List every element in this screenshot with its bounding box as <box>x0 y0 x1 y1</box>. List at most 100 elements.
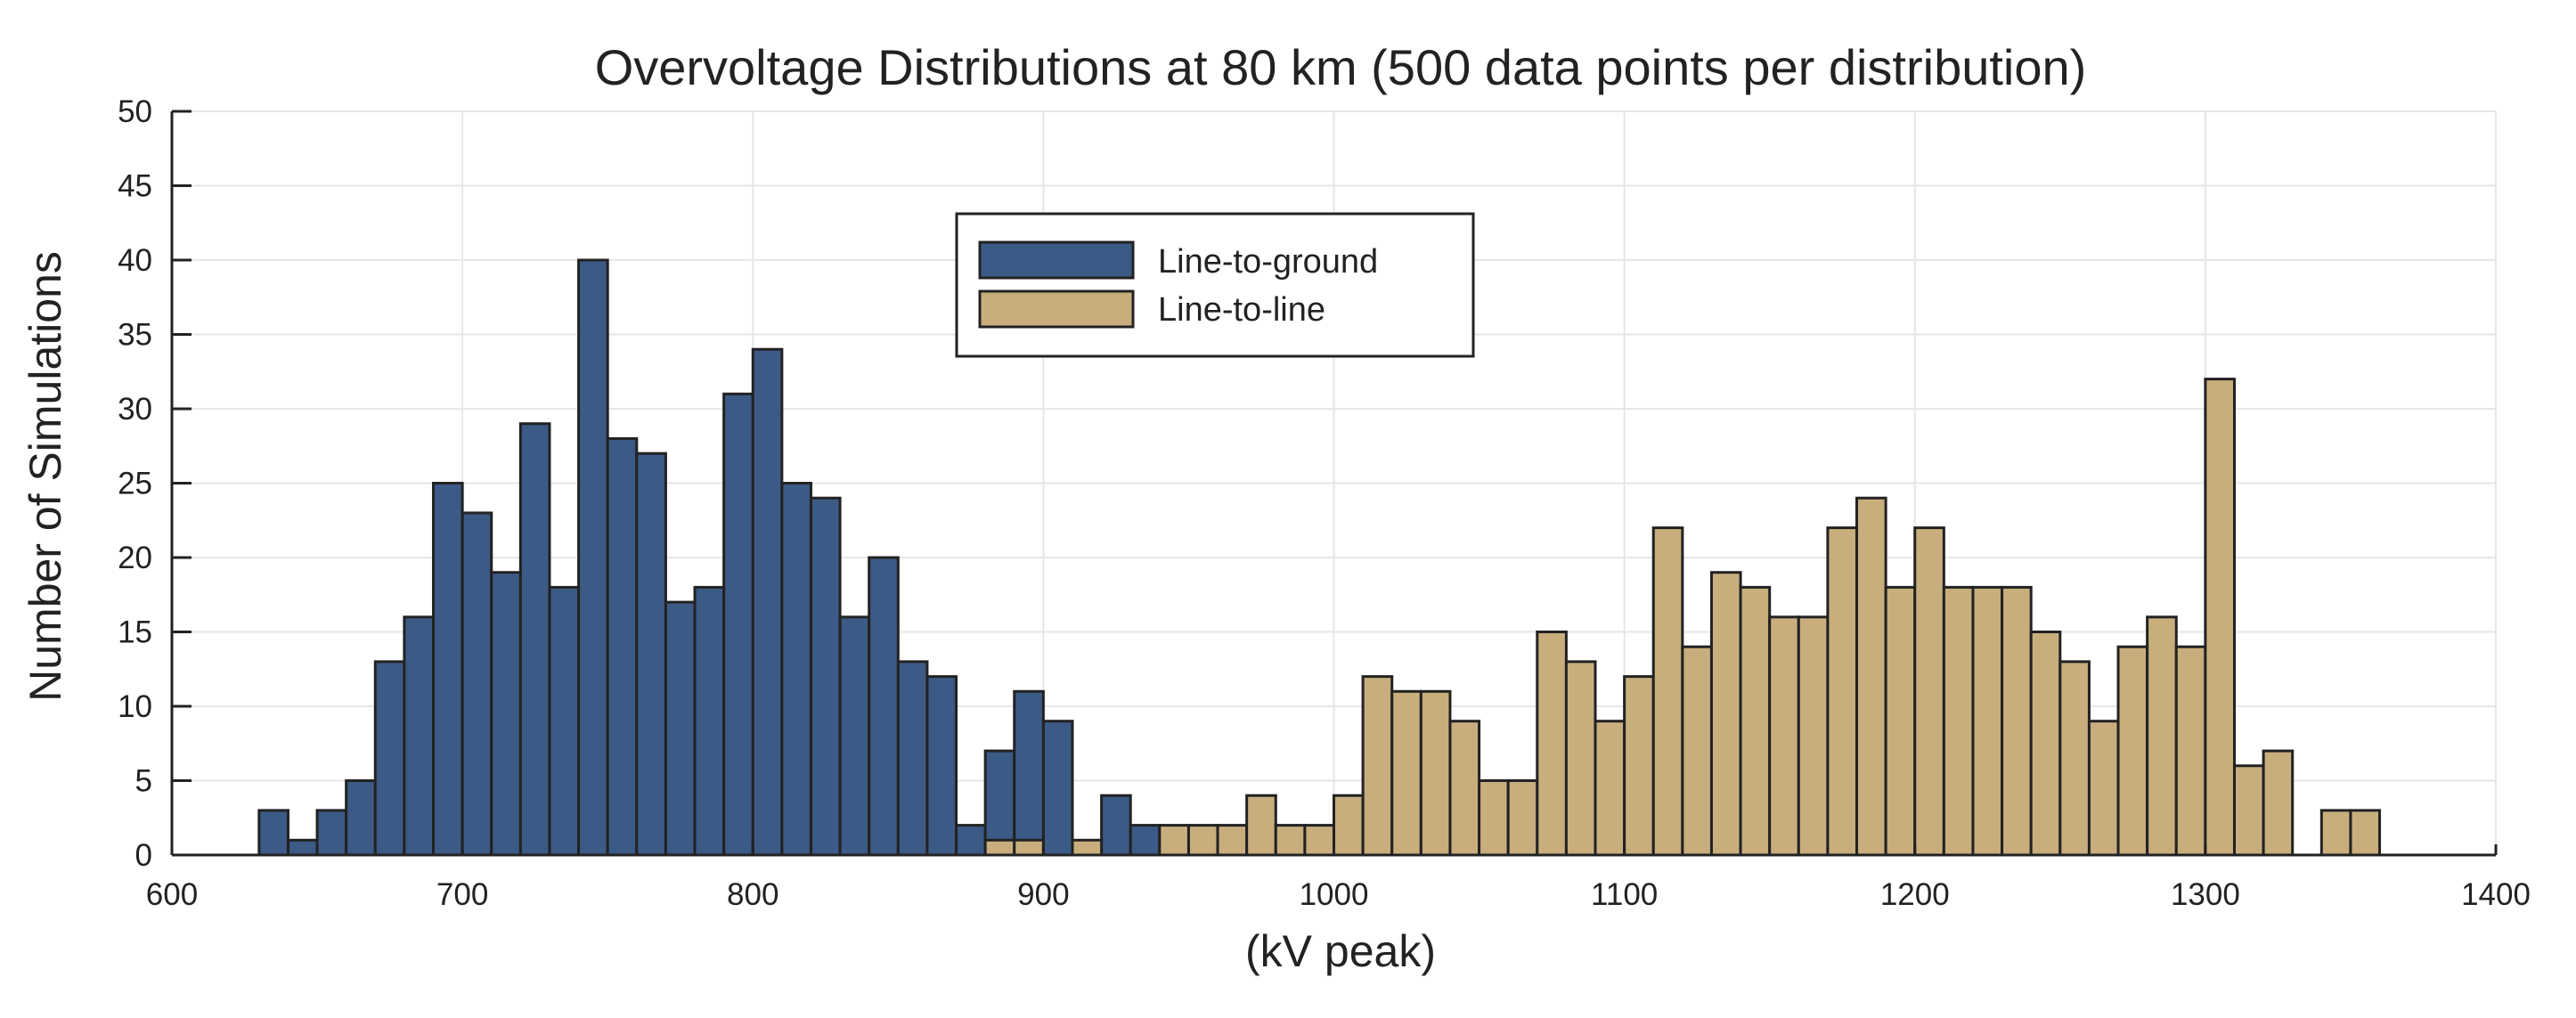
bar-line-to-line-1140 <box>1739 585 1772 857</box>
bar-line-to-line-890 <box>1013 838 1045 857</box>
bar-line-to-line-1150 <box>1768 615 1800 857</box>
bar-line-to-line-990 <box>1303 824 1335 857</box>
y-tick-label-25: 25 <box>118 467 152 501</box>
bar-line-to-line-1250 <box>2058 660 2091 857</box>
bar-line-to-line-1230 <box>2001 585 2033 857</box>
axes: 0 5 10 15 20 25 30 35 40 45 50 600 700 800 900 1000 1100… <box>118 94 2531 912</box>
bar-line-to-line-910 <box>1071 838 1104 857</box>
bar-line-to-line-1270 <box>2116 645 2149 857</box>
legend-swatch-line-to-ground <box>978 240 1135 280</box>
bar-line-to-ground-900 <box>1041 720 1074 857</box>
bar-line-to-line-1340 <box>2319 809 2352 857</box>
bar-line-to-ground-750 <box>606 436 639 857</box>
bar-line-to-line-1350 <box>2349 809 2382 857</box>
legend-box <box>955 212 1475 358</box>
y-tick-label-50: 50 <box>118 94 152 129</box>
bar-line-to-ground-810 <box>780 482 812 857</box>
bar-line-to-ground-780 <box>693 585 726 857</box>
bar-line-to-ground-850 <box>896 660 929 857</box>
bar-line-to-line-950 <box>1186 824 1219 857</box>
bar-line-to-line-980 <box>1274 824 1307 857</box>
y-tick-label-15: 15 <box>118 615 152 650</box>
bar-line-to-line-1020 <box>1390 689 1423 857</box>
bar-line-to-line-1210 <box>1942 585 1975 857</box>
bar-line-to-line-970 <box>1245 794 1277 857</box>
bar-line-to-ground-680 <box>403 615 436 857</box>
bar-line-to-ground-930 <box>1129 824 1162 857</box>
bar-line-to-line-1200 <box>1913 526 1945 857</box>
bar-line-to-ground-840 <box>868 556 900 857</box>
bar-line-to-line-1110 <box>1651 526 1684 857</box>
bar-line-to-ground-650 <box>315 809 348 857</box>
bar-line-to-ground-660 <box>345 779 377 857</box>
legend: Line-to-ground Line-to-line <box>955 212 1475 358</box>
chart-title: Overvoltage Distributions at 80 km (500 … <box>595 39 2087 95</box>
x-tick-label-800: 800 <box>727 877 779 912</box>
x-tick-label-1000: 1000 <box>1300 877 1369 912</box>
bar-line-to-ground-700 <box>461 511 493 857</box>
bar-line-to-ground-870 <box>955 824 987 857</box>
bar-line-to-line-1290 <box>2174 645 2207 857</box>
bar-line-to-line-1170 <box>1826 526 1859 857</box>
bar-line-to-ground-790 <box>722 392 754 857</box>
bar-line-to-ground-760 <box>635 452 667 857</box>
bar-line-to-ground-770 <box>664 600 697 857</box>
bar-line-to-line-1300 <box>2204 378 2236 857</box>
bar-line-to-ground-730 <box>548 585 581 857</box>
legend-label-line-to-line: Line-to-line <box>1158 291 1325 329</box>
bar-line-to-ground-640 <box>286 838 319 857</box>
legend-swatch-line-to-line <box>978 289 1135 329</box>
y-tick-label-20: 20 <box>118 541 152 575</box>
bar-line-to-line-1190 <box>1884 585 1917 857</box>
bar-line-to-ground-740 <box>577 258 609 857</box>
bar-line-to-ground-860 <box>925 675 958 857</box>
x-tick-label-1100: 1100 <box>1591 877 1658 912</box>
bar-line-to-line-1310 <box>2232 764 2265 857</box>
bar-line-to-line-1060 <box>1506 779 1539 857</box>
bar-line-to-line-1220 <box>1971 585 2004 857</box>
bar-line-to-line-960 <box>1216 824 1249 857</box>
bar-line-to-line-1280 <box>2146 615 2178 857</box>
bar-line-to-line-1030 <box>1419 689 1452 857</box>
bar-line-to-ground-890 <box>1013 689 1045 857</box>
x-tick-label-600: 600 <box>146 877 198 912</box>
x-tick-label-900: 900 <box>1017 877 1069 912</box>
bar-line-to-line-1320 <box>2262 749 2295 857</box>
bar-line-to-ground-820 <box>809 496 842 857</box>
y-tick-label-5: 5 <box>135 764 152 799</box>
bar-line-to-ground-690 <box>432 482 464 857</box>
bar-line-to-line-1180 <box>1855 496 1887 857</box>
x-tick-label-1300: 1300 <box>2171 877 2240 912</box>
y-tick-label-30: 30 <box>118 392 152 427</box>
bar-line-to-line-1240 <box>2029 631 2062 857</box>
x-tick-label-1400: 1400 <box>2461 877 2531 912</box>
bar-line-to-line-1080 <box>1564 660 1597 857</box>
legend-label-line-to-ground: Line-to-ground <box>1158 243 1378 281</box>
bar-line-to-ground-800 <box>751 347 784 857</box>
bar-line-to-line-1130 <box>1709 571 1742 857</box>
y-tick-label-0: 0 <box>135 838 152 873</box>
bar-line-to-line-1090 <box>1594 720 1626 857</box>
bar-line-to-ground-710 <box>490 571 522 857</box>
bar-line-to-line-1120 <box>1681 645 1713 857</box>
bar-line-to-line-1000 <box>1333 794 1365 857</box>
y-tick-label-40: 40 <box>118 243 152 278</box>
bar-line-to-ground-720 <box>518 422 551 857</box>
bar-line-to-line-1070 <box>1536 631 1568 857</box>
x-axis-label: (kV peak) <box>1245 926 1436 976</box>
y-tick-label-10: 10 <box>118 689 152 724</box>
x-tick-label-1200: 1200 <box>1880 877 1950 912</box>
bar-line-to-line-1010 <box>1361 675 1394 857</box>
bar-line-to-line-1040 <box>1448 720 1481 857</box>
bar-line-to-ground-670 <box>373 660 406 857</box>
y-tick-label-45: 45 <box>118 169 152 204</box>
bar-line-to-line-880 <box>983 838 1016 857</box>
y-tick-label-35: 35 <box>118 318 152 353</box>
y-axis-label: Number of Simulations <box>20 251 70 702</box>
bar-line-to-ground-830 <box>838 615 871 857</box>
bar-line-to-line-940 <box>1158 824 1190 857</box>
bar-line-to-ground-920 <box>1100 794 1132 857</box>
bar-line-to-ground-630 <box>257 809 289 857</box>
bar-line-to-line-1050 <box>1478 779 1510 857</box>
